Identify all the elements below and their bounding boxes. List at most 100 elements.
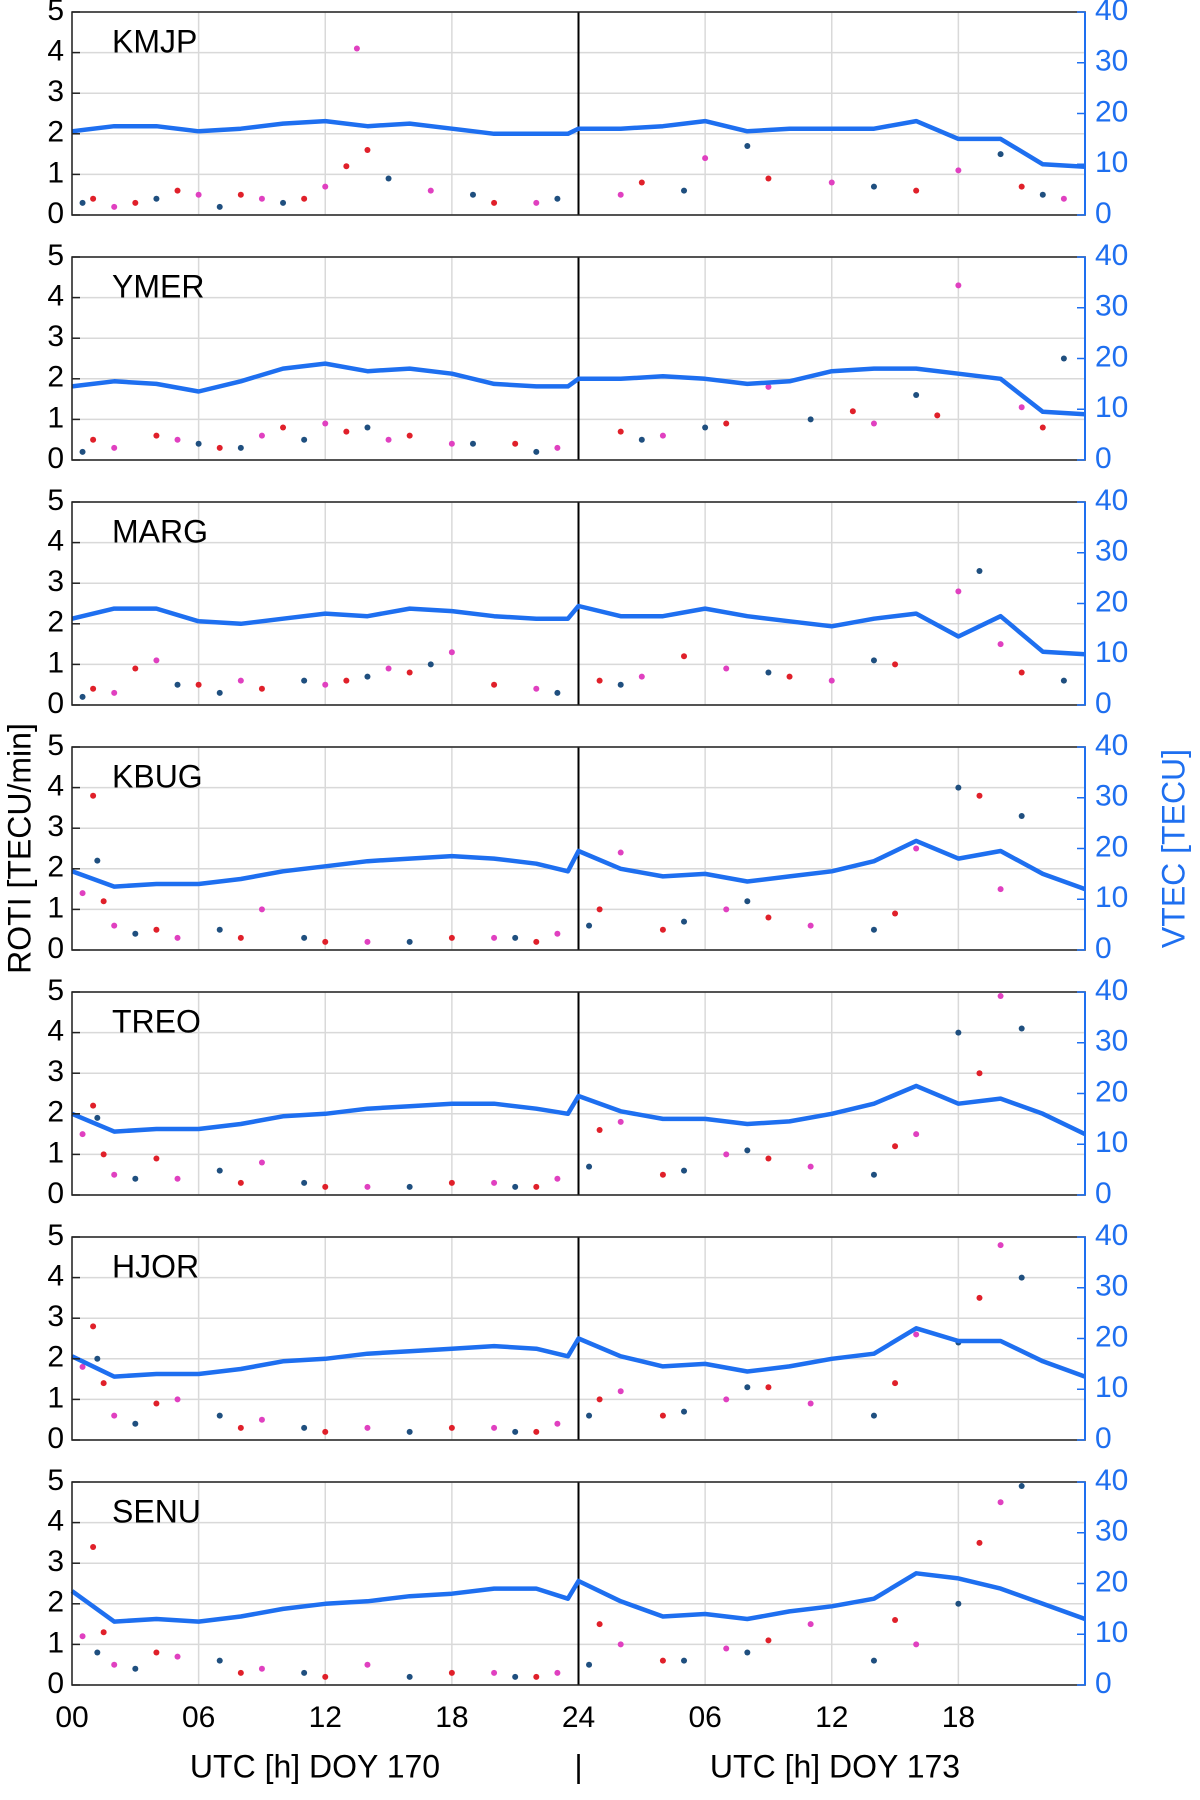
roti-point [723, 906, 730, 913]
y2-tick-label: 40 [1095, 0, 1128, 27]
y2-tick-label: 40 [1095, 484, 1128, 517]
panel: 0 1 2 3 4 5 0 10 20 30 40 YMER [47, 239, 1128, 475]
roti-point [659, 1657, 666, 1664]
vtec-line [71, 1326, 1086, 1379]
roti-point [533, 1183, 540, 1190]
y2-tick-label: 40 [1095, 974, 1128, 1007]
x-tick-label: 12 [815, 1701, 848, 1734]
roti-point [94, 1355, 101, 1362]
roti-point [258, 1665, 265, 1672]
roti-point [617, 849, 624, 856]
roti-point [174, 934, 181, 941]
y2-tick-label: 20 [1095, 585, 1128, 618]
y-tick-label: 5 [47, 484, 64, 517]
roti-point [586, 1412, 593, 1419]
y2-tick-label: 30 [1095, 780, 1128, 813]
roti-point [807, 1163, 814, 1170]
roti-point [448, 440, 455, 447]
y-tick-label: 4 [47, 35, 64, 68]
roti-point [744, 1384, 751, 1391]
y2-tick-label: 30 [1095, 535, 1128, 568]
y2-tick-label: 20 [1095, 95, 1128, 128]
roti-point [216, 926, 223, 933]
y-tick-label: 1 [47, 891, 64, 924]
roti-point [870, 1657, 877, 1664]
roti-point [828, 179, 835, 186]
roti-point [870, 1171, 877, 1178]
vtec-line [71, 838, 1086, 892]
roti-point [913, 1331, 920, 1338]
y2-tick-label: 30 [1095, 1270, 1128, 1303]
roti-point [364, 1424, 371, 1431]
roti-point [892, 1617, 899, 1624]
roti-point [301, 195, 308, 202]
y-tick-label: 2 [47, 116, 64, 149]
roti-point [554, 1420, 561, 1427]
roti-point [586, 1661, 593, 1668]
roti-point [1060, 195, 1067, 202]
y-tick-label: 5 [47, 1464, 64, 1497]
roti-point [1018, 1025, 1025, 1032]
roti-point [111, 1661, 118, 1668]
roti-point [596, 677, 603, 684]
roti-point [258, 195, 265, 202]
roti-point [702, 424, 709, 431]
roti-point [870, 183, 877, 190]
roti-point [913, 392, 920, 399]
roti-point [132, 1175, 139, 1182]
roti-point [322, 420, 329, 427]
y-tick-label: 0 [47, 442, 64, 475]
roti-point [448, 1669, 455, 1676]
roti-point [216, 1167, 223, 1174]
roti-point [913, 187, 920, 194]
station-label: KMJP [112, 23, 197, 59]
y2-tick-label: 0 [1095, 1177, 1112, 1210]
roti-point [322, 938, 329, 945]
roti-point [997, 1242, 1004, 1249]
roti-point [596, 1127, 603, 1134]
y-tick-label: 3 [47, 1545, 64, 1578]
roti-point [90, 1543, 97, 1550]
roti-point [586, 922, 593, 929]
y2-tick-label: 40 [1095, 239, 1128, 272]
roti-point [111, 1412, 118, 1419]
roti-point [216, 1412, 223, 1419]
roti-point [765, 914, 772, 921]
x-tick-label: 00 [55, 1701, 88, 1734]
roti-point [174, 1653, 181, 1660]
roti-point [955, 167, 962, 174]
roti-point [638, 179, 645, 186]
y-tick-label: 3 [47, 75, 64, 108]
roti-point [427, 661, 434, 668]
roti-point [195, 191, 202, 198]
roti-point [1018, 1274, 1025, 1281]
vtec-line [70, 1571, 1086, 1624]
panel: 0 1 2 3 4 5 0 10 20 30 40 TREO [47, 974, 1128, 1210]
roti-point [100, 1629, 107, 1636]
roti-point [892, 1143, 899, 1150]
roti-point [659, 432, 666, 439]
panel: 0 1 2 3 4 5 0 10 20 30 40 HJOR [47, 1219, 1128, 1455]
roti-point [343, 428, 350, 435]
y2-tick-label: 40 [1095, 1219, 1128, 1252]
roti-point [1060, 355, 1067, 362]
roti-point [385, 436, 392, 443]
roti-point [469, 191, 476, 198]
roti-point [723, 1151, 730, 1158]
roti-point [448, 1424, 455, 1431]
roti-point [153, 657, 160, 664]
station-label: MARG [112, 513, 208, 549]
roti-point [301, 436, 308, 443]
y-tick-label: 0 [47, 1667, 64, 1700]
roti-point [153, 432, 160, 439]
roti-point [364, 673, 371, 680]
roti-point [596, 906, 603, 913]
roti-point [322, 1673, 329, 1680]
roti-point [301, 677, 308, 684]
roti-point [322, 1183, 329, 1190]
y2-tick-label: 0 [1095, 1667, 1112, 1700]
y-tick-label: 1 [47, 401, 64, 434]
roti-point [94, 1649, 101, 1656]
roti-point [153, 195, 160, 202]
roti-point [100, 1151, 107, 1158]
